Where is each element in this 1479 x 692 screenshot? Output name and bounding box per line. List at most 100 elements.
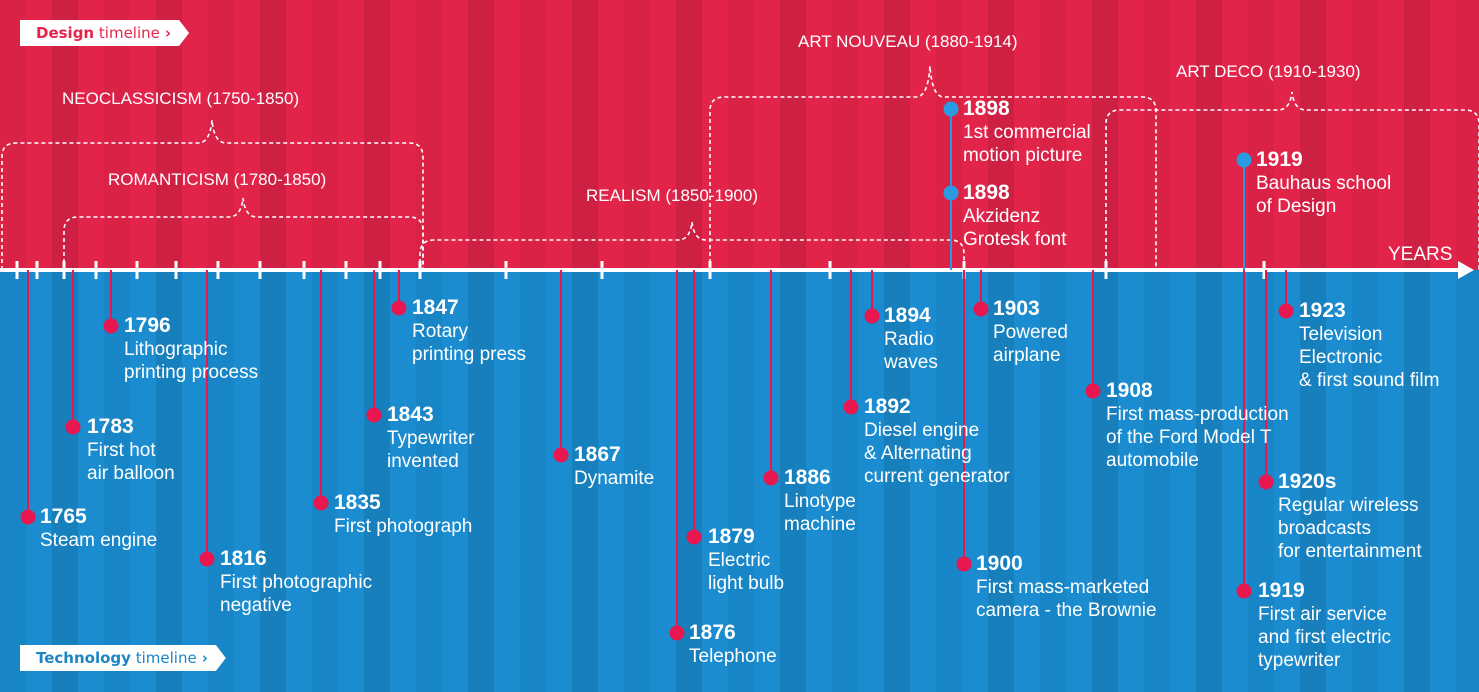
event-dot [103, 318, 119, 334]
event-description: Rotary [412, 321, 468, 342]
event-description: Television [1299, 324, 1383, 345]
event-year: 1796 [124, 314, 171, 337]
event-year: 1835 [334, 491, 381, 514]
event-description: & Alternating [864, 443, 972, 464]
event-dot [1236, 583, 1252, 599]
event-description: Radio [884, 329, 934, 350]
event-description: Typewriter [387, 428, 475, 449]
event-description: Electronic [1299, 347, 1383, 368]
event-description: Lithographic [124, 339, 228, 360]
event-description: automobile [1106, 450, 1199, 471]
event-description: First mass-marketed [976, 577, 1150, 598]
event-description: Regular wireless [1278, 495, 1419, 516]
background-stripe [156, 0, 182, 692]
event-label: 1847 Rotary printing press [412, 296, 526, 366]
design-tag-bold: Design [36, 24, 95, 42]
event-dot [313, 495, 329, 511]
chevron-right-icon: › [164, 24, 172, 42]
event-label: 1908 First mass-production of the Ford Mod… [1106, 379, 1289, 472]
event-description: 1st commercial [963, 122, 1091, 143]
event-description: current generator [864, 466, 1010, 487]
event-year: 1919 [1256, 148, 1303, 171]
event-label: 1900 First mass-marketed camera - the Brow… [976, 552, 1157, 622]
background-stripe [208, 0, 234, 692]
event-year: 1908 [1106, 379, 1153, 402]
event-dot [1236, 152, 1252, 168]
event-description: printing process [124, 362, 259, 383]
background-stripe [312, 0, 338, 692]
event-dot [1258, 474, 1274, 490]
event-description: & first sound film [1299, 370, 1440, 391]
event-label: 1898 1st commercial motion picture [963, 97, 1091, 167]
background-stripe [520, 0, 546, 692]
technology-tag-bold: Technology [36, 649, 131, 667]
event-description: negative [220, 595, 292, 616]
technology-timeline-tag: Technology timeline › [20, 645, 226, 671]
event-year: 1900 [976, 552, 1023, 575]
event-description: Akzidenz [963, 206, 1041, 227]
event-dot [943, 185, 959, 201]
background-stripe [1092, 0, 1118, 692]
event-description: machine [784, 514, 856, 535]
event-description: of the Ford Model T [1106, 427, 1272, 448]
event-year: 1886 [784, 466, 831, 489]
era-label: ART DECO (1910-1930) [1176, 62, 1361, 81]
event-dot [943, 101, 959, 117]
event-description: waves [884, 352, 938, 373]
event-label: 1892 Diesel engine & Alternating current ge… [864, 395, 1010, 488]
event-label: 1919 Bauhaus school of Design [1256, 148, 1391, 218]
background-stripe [1456, 0, 1479, 692]
era-bracket [1, 119, 424, 270]
event-dot [763, 470, 779, 486]
event-year: 1816 [220, 547, 267, 570]
axis-arrowhead [1458, 261, 1474, 279]
event-label: 1903 Powered airplane [993, 297, 1068, 367]
event-dot [864, 308, 880, 324]
era-label: ART NOUVEAU (1880-1914) [798, 32, 1018, 51]
event-label: 1783 First hot air balloon [87, 415, 175, 485]
event-dot [956, 556, 972, 572]
event-dot [199, 551, 215, 567]
event-description: invented [387, 451, 459, 472]
era-bracket [63, 197, 424, 270]
background-stripe [780, 0, 806, 692]
event-year: 1894 [884, 304, 931, 327]
event-year: 1920s [1278, 470, 1337, 493]
event-year: 1879 [708, 525, 755, 548]
era-bracket [709, 65, 1157, 270]
background-stripe [0, 0, 26, 692]
event-label: 1923 Television Electronic & first sound fi… [1299, 299, 1439, 392]
event-description: First mass-production [1106, 404, 1289, 425]
chevron-right-icon: › [201, 649, 208, 667]
event-description: air balloon [87, 463, 175, 484]
event-description: Electric [708, 550, 771, 571]
event-description: First air service [1258, 604, 1387, 625]
design-tag-rest: timeline [98, 24, 160, 42]
event-description: Diesel engine [864, 420, 980, 441]
event-label: 1886 Linotype machine [784, 466, 856, 536]
event-label: 1867 Dynamite [574, 443, 654, 490]
event-description: Bauhaus school [1256, 173, 1392, 194]
design-timeline-tag: Design timeline › [20, 20, 189, 46]
event-label: 1898 Akzidenz Grotesk font [963, 181, 1067, 251]
background-stripe [104, 0, 130, 692]
technology-background [0, 270, 1479, 692]
background-stripe [1196, 0, 1222, 692]
event-description: First hot [87, 440, 156, 461]
era-label: NEOCLASSICISM (1750-1850) [62, 89, 300, 108]
event-dot [1085, 383, 1101, 399]
event-dot [391, 300, 407, 316]
background-stripe [728, 0, 754, 692]
background-stripe [1144, 0, 1170, 692]
design-background [0, 0, 1479, 270]
event-year: 1783 [87, 415, 134, 438]
background-stripe [468, 0, 494, 692]
event-description: First photographic [220, 572, 373, 593]
event-description: Grotesk font [963, 229, 1067, 250]
event-description: for entertainment [1278, 541, 1422, 562]
event-label: 1876 Telephone [689, 621, 777, 668]
event-year: 1923 [1299, 299, 1346, 322]
background-stripe [572, 0, 598, 692]
event-year: 1898 [963, 97, 1010, 120]
